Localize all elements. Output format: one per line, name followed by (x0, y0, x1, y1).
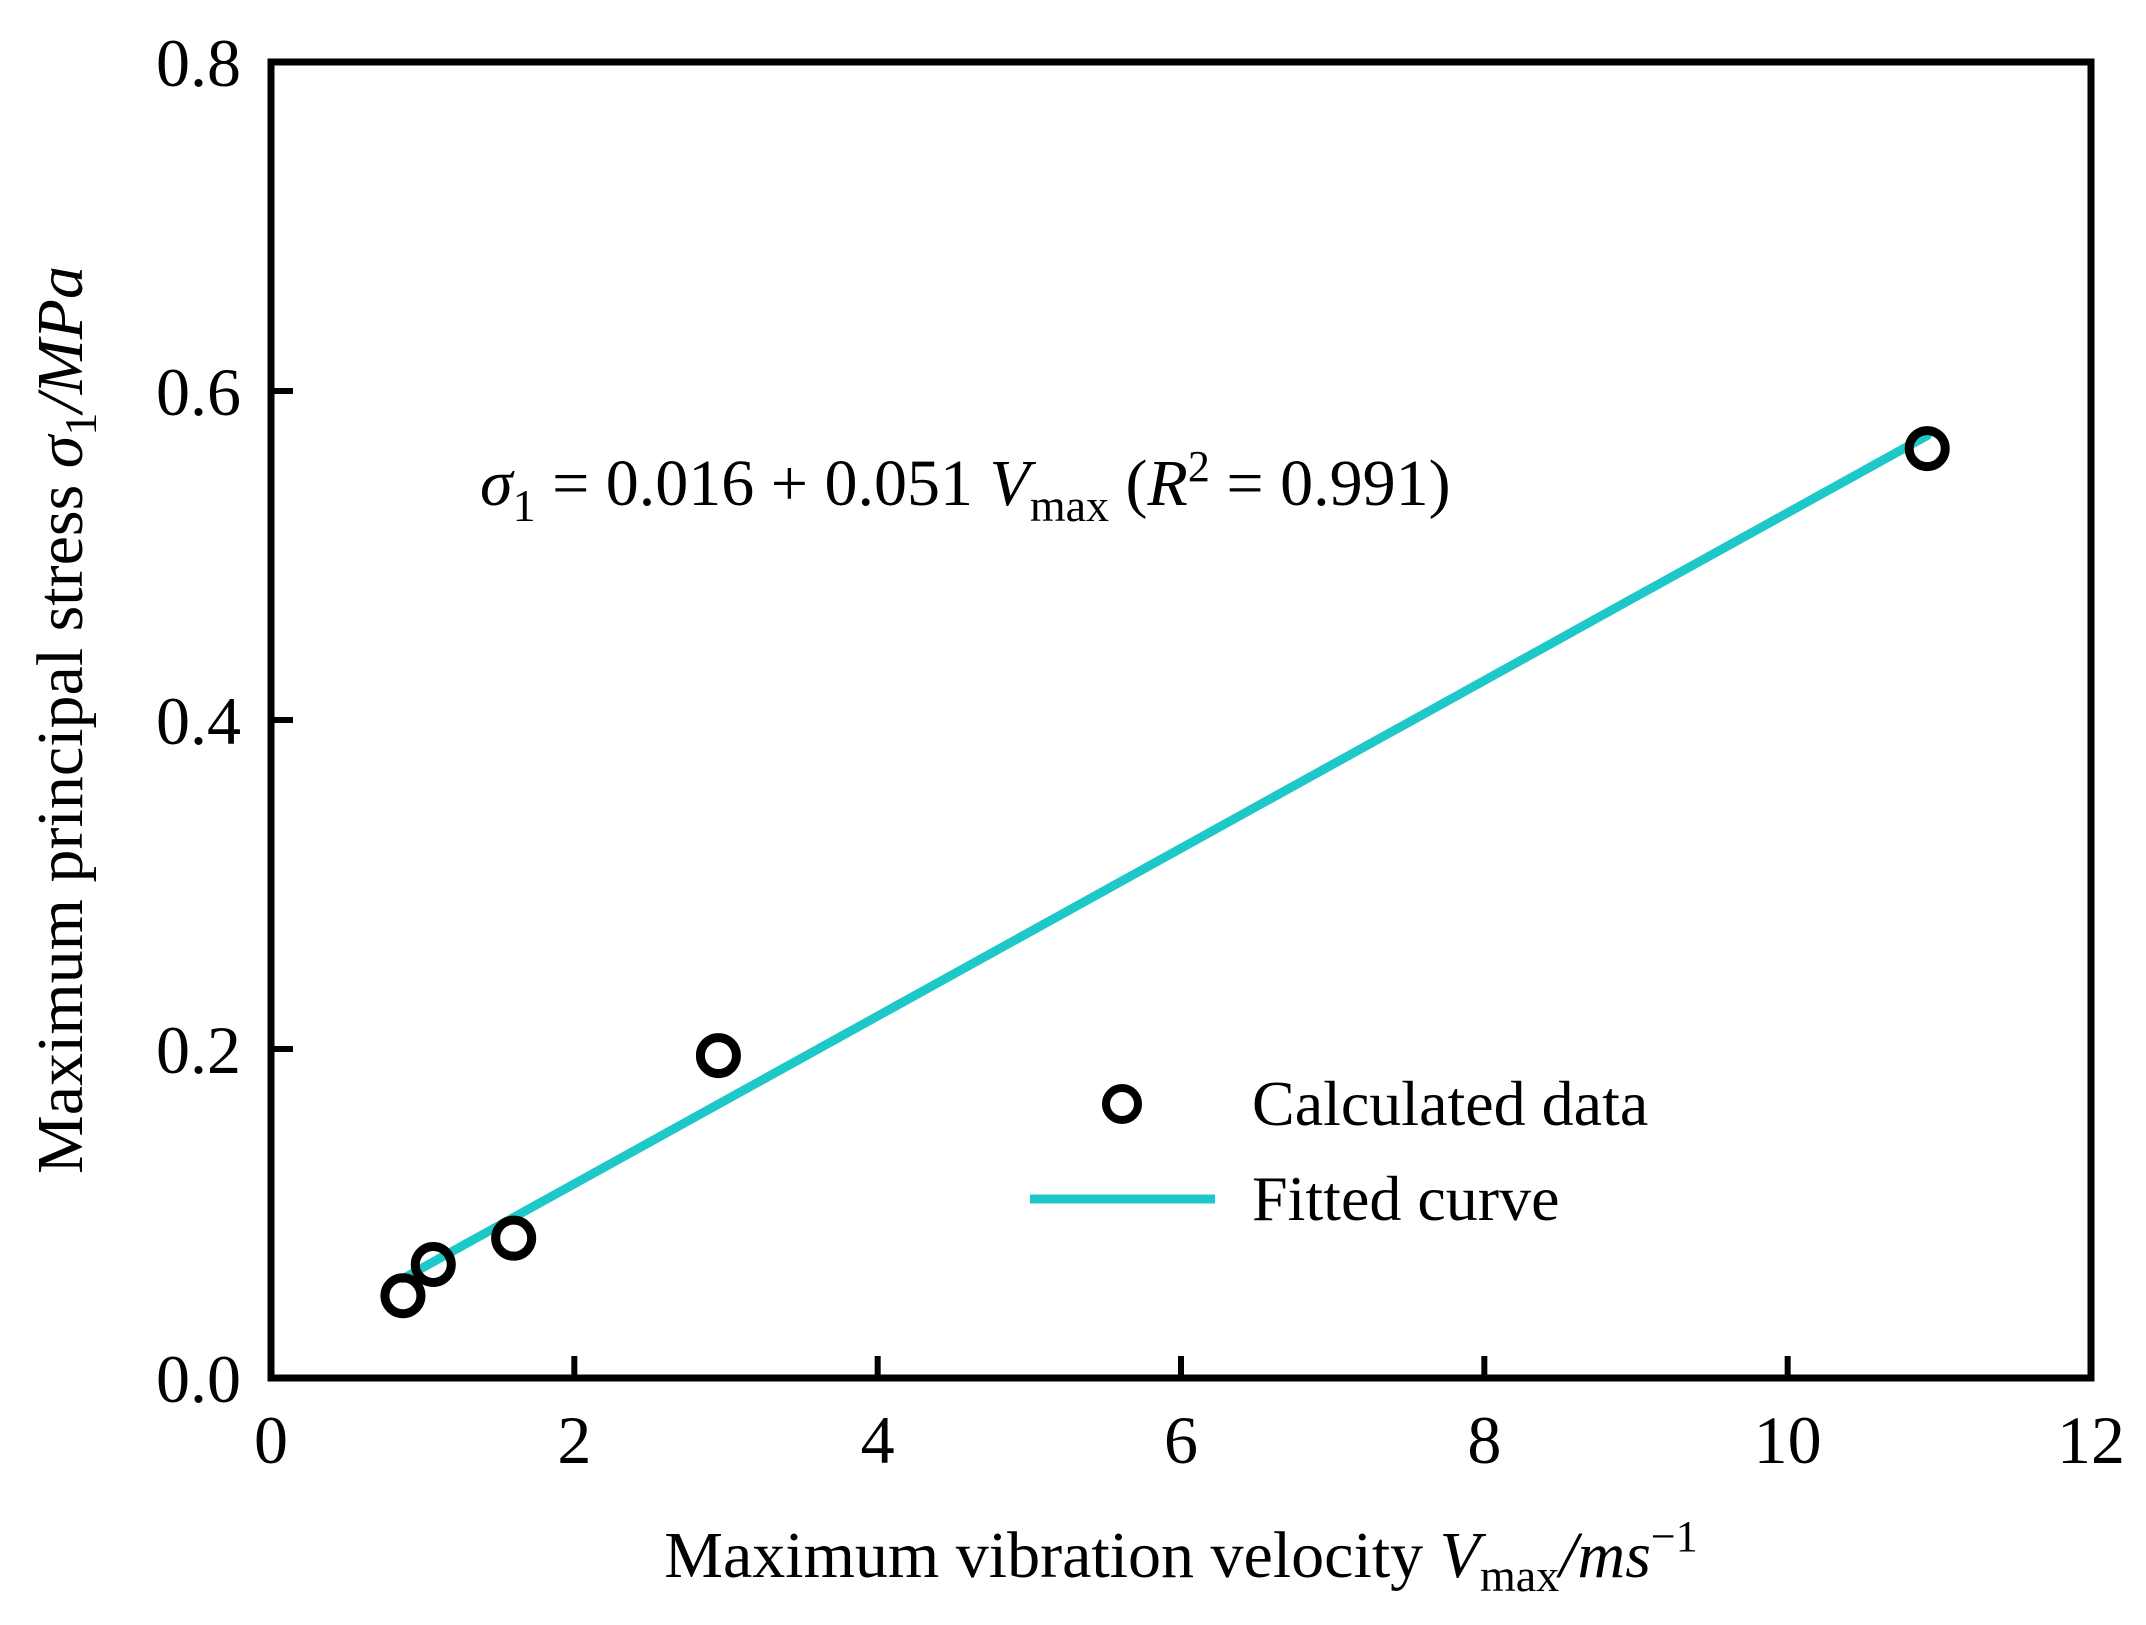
fit-equation: σ1 = 0.016 + 0.051 Vmax (R2 = 0.991) (480, 442, 1451, 531)
x-tick-label-2: 2 (557, 1402, 591, 1478)
y-tick-label-0.4: 0.4 (156, 683, 241, 759)
data-point-3 (491, 1215, 537, 1261)
x-tick-label-6: 6 (1164, 1402, 1198, 1478)
fitted-curve-line (398, 431, 1932, 1284)
y-tick-label-0.6: 0.6 (156, 354, 241, 430)
x-tick-label-8: 8 (1467, 1402, 1501, 1478)
x-tick-label-0: 0 (254, 1402, 288, 1478)
x-tick-label-4: 4 (861, 1402, 895, 1478)
x-axis-label: Maximum vibration velocity Vmax/ms−1 (664, 1512, 1697, 1601)
axis-ticks (271, 388, 1791, 1378)
legend: Calculated data Fitted curve (1030, 1068, 1648, 1234)
legend-label-calculated: Calculated data (1252, 1068, 1648, 1139)
plot-frame (267, 58, 2095, 1382)
legend-label-fitted: Fitted curve (1252, 1163, 1559, 1234)
data-point-4 (695, 1033, 741, 1079)
data-point-2 (410, 1241, 456, 1287)
data-point-1 (380, 1273, 426, 1319)
tick-labels: 0 2 4 6 8 10 12 0.0 0.2 0.4 0.6 0.8 (156, 25, 2125, 1478)
y-tick-label-0.0: 0.0 (156, 1341, 241, 1417)
x-tick-label-10: 10 (1754, 1402, 1822, 1478)
x-tick-label-12: 12 (2057, 1402, 2125, 1478)
data-point-5 (1904, 426, 1950, 472)
legend-marker-calculated (1102, 1084, 1142, 1124)
y-axis-label: Maximum principal stress σ1/MPa (24, 266, 106, 1174)
data-points-layer (380, 426, 1950, 1319)
y-tick-label-0.2: 0.2 (156, 1012, 241, 1088)
y-tick-label-0.8: 0.8 (156, 25, 241, 101)
fitted-curve-layer (398, 431, 1932, 1284)
